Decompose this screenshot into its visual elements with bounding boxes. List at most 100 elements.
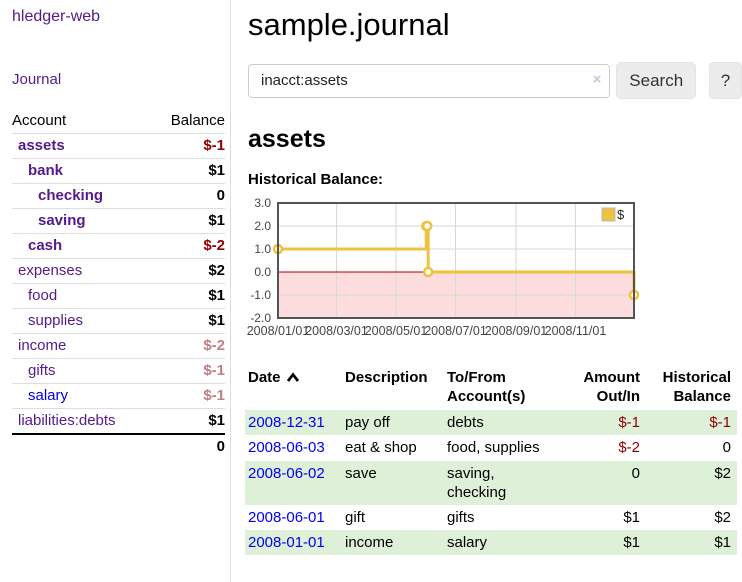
sidebar-account-link[interactable]: income xyxy=(18,337,67,354)
transaction-date-link[interactable]: 2008-06-02 xyxy=(248,464,325,482)
accounts-body: assets $-1 bank $1 checking 0 saving $1 cash $-2 e… xyxy=(12,133,225,435)
register-balance-cell: $2 xyxy=(646,460,737,505)
account-balance: $-2 xyxy=(118,233,225,259)
chart-label: Historical Balance: xyxy=(248,170,384,188)
register-row: 2008-06-02 save saving, checking 0 $2 xyxy=(245,460,737,505)
search-form: × Search ? xyxy=(248,62,742,100)
sidebar-account-link[interactable]: liabilities:debts xyxy=(18,412,116,429)
register-date-cell: 2008-12-31 xyxy=(245,410,342,436)
register-description-cell: pay off xyxy=(342,410,444,436)
account-balance: 0 xyxy=(118,183,225,209)
account-row: food $1 xyxy=(12,283,225,309)
account-balance: $1 xyxy=(118,308,225,334)
accounts-header-account: Account xyxy=(12,109,119,134)
transaction-date-link[interactable]: 2008-06-03 xyxy=(248,439,325,457)
sidebar-account-link[interactable]: supplies xyxy=(28,312,84,329)
register-accounts-cell: debts xyxy=(444,410,562,436)
search-input[interactable] xyxy=(248,63,611,98)
accounts-table: Account Balance assets $-1 bank $1 checking 0… xyxy=(12,109,225,459)
x-tick-label: 2008/09/01 xyxy=(485,324,548,338)
register-header-date[interactable]: Date xyxy=(245,365,342,410)
register-amount-cell: 0 xyxy=(562,460,646,505)
sidebar-account-link[interactable]: salary xyxy=(28,387,69,404)
register-row: 2008-06-03 eat & shop food, supplies $-2 0 xyxy=(245,435,737,460)
register-header-amount: Amount Out/In xyxy=(583,368,640,406)
y-tick-label: -2.0 xyxy=(250,311,271,325)
register-balance-cell: $2 xyxy=(714,508,731,526)
register-balance-cell: $-1 xyxy=(646,410,737,436)
data-point-marker xyxy=(421,220,433,232)
register-amount-cell: $1 xyxy=(562,530,646,556)
transaction-date-link[interactable]: 2008-01-01 xyxy=(248,534,325,552)
accounts-header-row: Account Balance xyxy=(12,109,225,134)
sort-ascending-icon xyxy=(286,369,300,388)
account-balance: $-1 xyxy=(118,133,225,159)
main-content: sample.journal × Search ? assets Histori… xyxy=(245,0,742,556)
account-balance: $2 xyxy=(118,258,225,284)
x-tick-label: 2008/07/01 xyxy=(424,324,487,338)
account-balance: $1 xyxy=(118,208,225,234)
register-row: 2008-01-01 income salary $1 $1 xyxy=(245,530,737,556)
register-accounts-cell: salary xyxy=(444,530,562,556)
sidebar-account-link[interactable]: checking xyxy=(38,187,104,204)
account-row: assets $-1 xyxy=(12,133,225,159)
account-balance: $-1 xyxy=(118,358,225,384)
sidebar: hledger-web Journal Account Balance asse… xyxy=(0,0,231,582)
account-balance: $1 xyxy=(118,408,225,435)
register-row: 2008-06-01 gift gifts $1 $2 xyxy=(245,505,737,530)
account-row: saving $1 xyxy=(12,208,225,234)
help-button[interactable]: ? xyxy=(709,62,742,100)
accounts-total-row: 0 xyxy=(12,433,225,459)
sidebar-account-link[interactable]: expenses xyxy=(18,262,83,279)
register-date-cell: 2008-06-03 xyxy=(245,435,342,460)
register-accounts-cell: gifts xyxy=(447,508,475,526)
y-tick-label: 2.0 xyxy=(254,219,271,233)
account-balance: $1 xyxy=(118,283,225,309)
register-description-cell: income xyxy=(342,530,444,556)
y-tick-label: 3.0 xyxy=(254,197,271,210)
search-button[interactable]: Search xyxy=(616,62,697,100)
account-balance: $-2 xyxy=(118,333,225,359)
y-tick-label: 0.0 xyxy=(254,265,271,279)
plot-border xyxy=(277,201,635,319)
register-amount-cell: $1 xyxy=(623,508,640,526)
account-title: assets xyxy=(248,125,326,154)
app-brand-link[interactable]: hledger-web xyxy=(12,8,101,25)
register-amount-cell: $-2 xyxy=(618,439,640,457)
account-row: gifts $-1 xyxy=(12,358,225,384)
register-balance-cell: $1 xyxy=(646,530,737,556)
clear-search-icon[interactable]: × xyxy=(592,70,602,88)
register-header-balance: Historical Balance xyxy=(662,368,731,406)
sidebar-account-link[interactable]: assets xyxy=(18,137,65,154)
account-row: salary $-1 xyxy=(12,383,225,409)
sidebar-item-journal[interactable]: Journal xyxy=(12,71,62,88)
page-title: sample.journal xyxy=(248,7,450,42)
register-accounts-cell: food, supplies xyxy=(447,439,540,457)
x-tick-label: 2008/03/01 xyxy=(305,324,368,338)
register-description-cell: save xyxy=(342,460,444,505)
register-balance-cell: 0 xyxy=(722,439,731,457)
account-row: bank $1 xyxy=(12,158,225,184)
register-header-description: Description xyxy=(345,368,428,386)
account-row: supplies $1 xyxy=(12,308,225,334)
sidebar-account-link[interactable]: saving xyxy=(38,212,86,229)
sidebar-account-link[interactable]: food xyxy=(28,287,58,304)
account-row: income $-2 xyxy=(12,333,225,359)
sidebar-account-link[interactable]: bank xyxy=(28,162,64,179)
account-row: cash $-2 xyxy=(12,233,225,259)
transaction-date-link[interactable]: 2008-12-31 xyxy=(248,414,325,432)
search-box: × xyxy=(248,63,611,98)
sidebar-account-link[interactable]: gifts xyxy=(28,362,56,379)
balance-chart[interactable]: $3.0 2.0 1.0 0.0 -1.0 -2.0 2008/01/01 2008/03/0… xyxy=(242,196,742,346)
register-accounts-cell: saving, checking xyxy=(444,460,562,505)
transaction-date-link[interactable]: 2008-06-01 xyxy=(248,508,325,526)
account-balance: $1 xyxy=(118,158,225,184)
x-tick-label: 2008/05/01 xyxy=(365,324,428,338)
register-body: 2008-12-31 pay off debts $-1 $-1 2008-06-03 ea… xyxy=(245,410,737,556)
legend-label: $ xyxy=(617,207,625,222)
register-date-cell: 2008-06-02 xyxy=(245,460,342,505)
register-amount-cell: $-1 xyxy=(562,410,646,436)
account-row: expenses $2 xyxy=(12,258,225,284)
register-description-cell: gift xyxy=(345,508,366,526)
sidebar-account-link[interactable]: cash xyxy=(28,237,63,254)
